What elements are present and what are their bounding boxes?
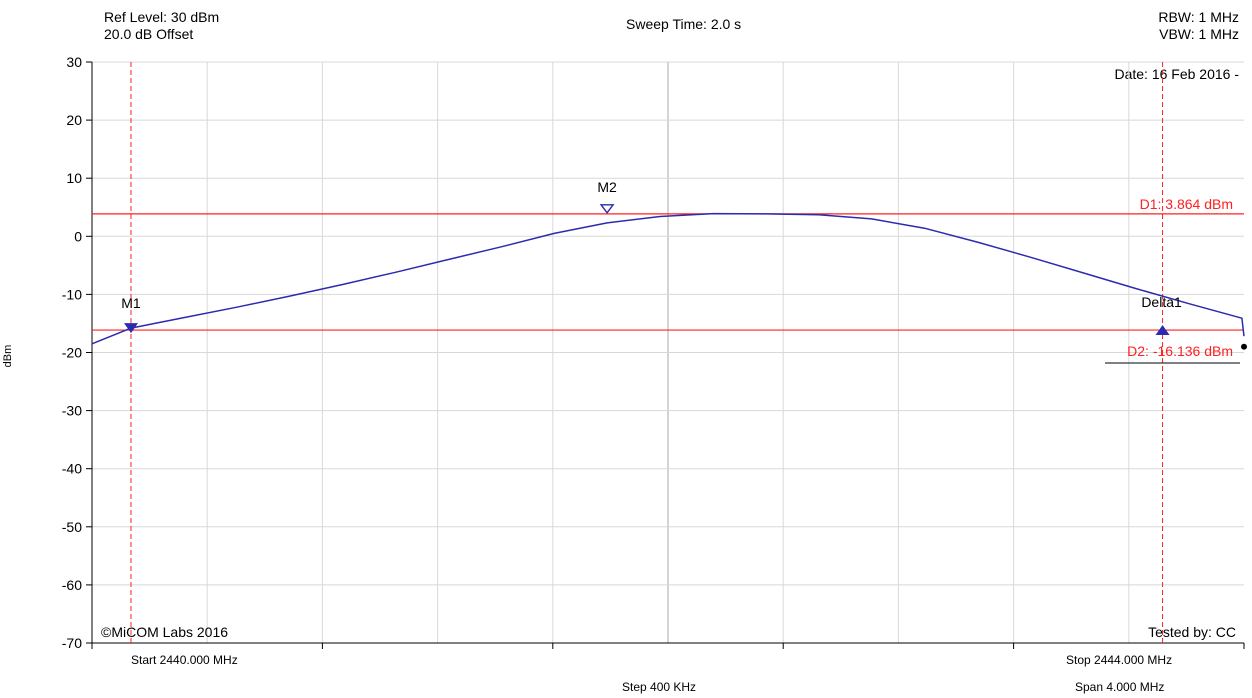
trace-end-dot	[1241, 343, 1247, 350]
marker-label: M2	[597, 179, 617, 195]
reference-line-label: D2: -16.136 dBm	[1127, 343, 1233, 359]
y-tick-label: -30	[62, 403, 82, 419]
marker-m2-triangle	[599, 204, 615, 215]
reference-line-label: D1: 3.864 dBm	[1140, 196, 1233, 212]
marker-delta1-triangle	[1155, 325, 1170, 336]
y-tick-label: -10	[62, 286, 82, 302]
y-tick-label: -20	[62, 345, 82, 361]
y-tick-label: -60	[62, 577, 82, 593]
vbw-label: VBW: 1 MHz	[1159, 26, 1239, 42]
step-label: Step 400 KHz	[622, 680, 697, 694]
y-tick-label: -40	[62, 461, 82, 477]
copyright-label: ©MiCOM Labs 2016	[101, 624, 229, 640]
markers: M1 M2 Delta1	[121, 179, 1182, 336]
y-tick-label: -50	[62, 519, 82, 535]
y-tick-label: 30	[66, 54, 82, 70]
y-tick-label: 20	[66, 112, 82, 128]
spectrum-trace	[91, 212, 1245, 345]
offset-label: 20.0 dB Offset	[104, 26, 194, 42]
y-tick-label: 10	[66, 170, 82, 186]
grid	[92, 61, 1244, 643]
span-label: Span 4.000 MHz	[1075, 680, 1165, 694]
marker-m1-triangle	[124, 323, 138, 334]
axes: 30 20 10 0 -10 -20 -30 -40 -50 -60 -70	[62, 54, 1245, 651]
reference-lines: D1: 3.864 dBm D2: -16.136 dBm	[92, 62, 1244, 643]
marker-label: M1	[121, 295, 141, 311]
stop-frequency-label: Stop 2444.000 MHz	[1066, 653, 1173, 667]
y-tick-label: 0	[74, 228, 82, 244]
rbw-label: RBW: 1 MHz	[1158, 9, 1239, 25]
y-tick-label: -70	[62, 635, 82, 651]
ref-level-label: Ref Level: 30 dBm	[104, 9, 220, 25]
date-label: Date: 16 Feb 2016 -	[1114, 66, 1239, 82]
tested-by-label: Tested by: CC	[1148, 624, 1236, 640]
start-frequency-label: Start 2440.000 MHz	[131, 653, 238, 667]
marker-label: Delta1	[1141, 294, 1182, 310]
sweep-time-label: Sweep Time: 2.0 s	[626, 16, 742, 32]
trace	[91, 212, 1247, 350]
